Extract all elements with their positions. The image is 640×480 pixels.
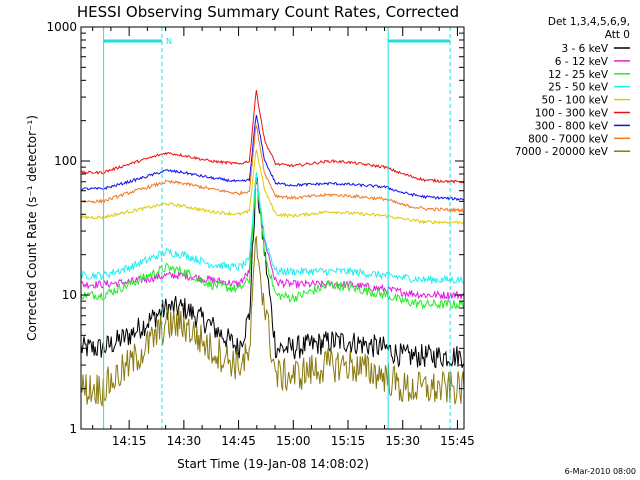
y-axis-label: Corrected Count Rate (s⁻¹ detector⁻¹) [25,115,39,341]
chart-title: HESSI Observing Summary Count Rates, Cor… [77,3,459,21]
y-tick-label: 10 [62,288,77,302]
y-tick-label: 100 [54,154,77,168]
night-marker-label: N [166,37,172,46]
plot-frame [80,26,465,430]
legend-label-6: 300 - 800 keV [535,120,609,132]
series-line-5 [80,90,465,184]
x-tick-label: 15:00 [276,434,311,448]
series-line-1 [80,175,465,301]
axes: 1 10 100 1000 14:15 14:30 14:45 15:00 15:15 15:30… [46,20,474,448]
series-line-4 [80,149,465,225]
series-layer [80,90,465,408]
footer-date: 6-Mar-2010 08:00 [565,467,636,476]
x-tick-label: 14:15 [112,434,147,448]
x-tick-label: 15:30 [385,434,420,448]
y-tick-label: 1 [69,422,77,436]
legend-label-3: 25 - 50 keV [548,82,609,94]
x-tick-label: 15:15 [331,434,366,448]
x-tick-label: 14:45 [221,434,256,448]
series-line-0 [80,177,465,369]
legend-label-7: 800 - 7000 keV [528,133,609,145]
legend-label-4: 50 - 100 keV [541,95,608,107]
legend-label-5: 100 - 300 keV [535,108,609,120]
y-tick-label: 1000 [46,20,77,34]
x-tick-label: 14:30 [167,434,202,448]
x-axis-label: Start Time (19-Jan-08 14:08:02) [177,457,369,471]
series-line-8 [80,235,465,408]
x-tick-label: 15:45 [440,434,475,448]
series-line-3 [80,174,465,285]
series-line-7 [80,124,465,214]
night-markers: N [103,27,451,429]
legend-label-2: 12 - 25 keV [548,69,609,81]
legend-label-8: 7000 - 20000 keV [515,146,609,158]
series-line-6 [80,115,465,202]
legend-label-1: 6 - 12 keV [555,56,609,68]
series-line-2 [80,172,465,310]
legend-header-line-1: Det 1,3,4,5,6,9, [548,16,630,28]
legend-label-0: 3 - 6 keV [561,43,608,55]
legend-header-line-2: Att 0 [605,29,630,41]
